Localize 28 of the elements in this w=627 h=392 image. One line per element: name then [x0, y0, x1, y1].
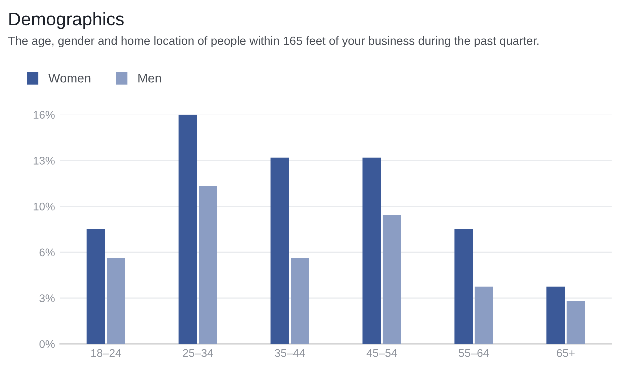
- y-tick-label: 16%: [34, 111, 55, 119]
- y-tick-label: 6%: [40, 248, 55, 257]
- bar: [199, 186, 218, 344]
- bar: [107, 258, 126, 344]
- bar: [270, 158, 290, 344]
- x-tick-label: 18–24: [92, 349, 122, 358]
- legend-label: Women: [48, 74, 91, 83]
- chart-title: Demographics: [10, 12, 124, 30]
- x-tick-label: 25–34: [183, 349, 214, 358]
- x-tick-label: 45–54: [366, 349, 398, 358]
- bar: [474, 286, 494, 344]
- bar: [382, 215, 402, 344]
- bar: [566, 301, 586, 344]
- bar: [291, 258, 310, 344]
- bar: [86, 230, 106, 344]
- bar: [178, 114, 198, 344]
- bar: [362, 158, 382, 344]
- y-tick-label: 3%: [40, 294, 55, 302]
- chart-subtitle: The age, gender and home location of people within 165 feet of your business during the past quarter.: [8, 36, 539, 48]
- bar: [546, 286, 566, 344]
- x-tick-label: 55–64: [459, 349, 490, 358]
- y-tick-label: 10%: [34, 202, 55, 211]
- x-tick-label: 35–44: [275, 349, 306, 358]
- legend-label: Men: [138, 74, 162, 83]
- y-tick-label: 13%: [34, 156, 55, 165]
- bar: [454, 230, 474, 344]
- x-tick-label: 65+: [557, 349, 575, 358]
- y-tick-label: 0%: [40, 340, 55, 348]
